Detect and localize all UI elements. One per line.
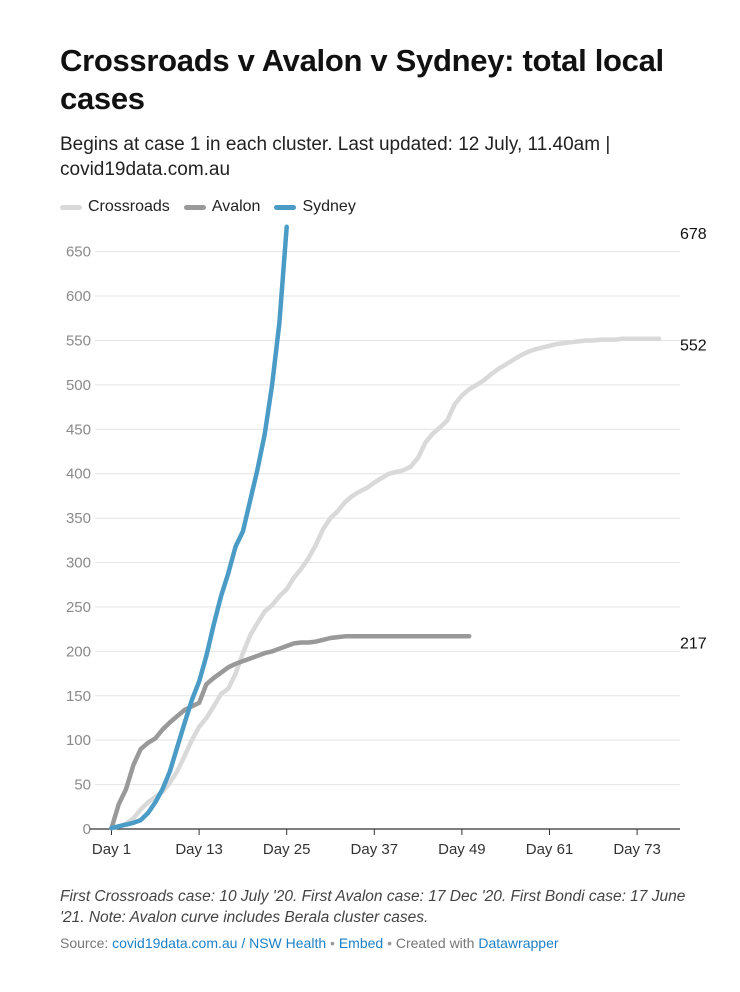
created-with-label: Created with <box>395 935 475 951</box>
source-line: Source: covid19data.com.au / NSW Health … <box>60 935 559 951</box>
y-tick-label: 250 <box>66 599 91 616</box>
chart-notes: First Crossroads case: 10 July '20. Firs… <box>60 888 686 926</box>
chart-subtitle: Begins at case 1 in each cluster. Last u… <box>60 134 611 180</box>
datawrapper-link[interactable]: Datawrapper <box>478 935 559 951</box>
y-tick-label: 50 <box>74 777 91 794</box>
legend-label-crossroads: Crossroads <box>88 198 170 215</box>
y-tick-label: 300 <box>66 555 91 572</box>
legend-item-crossroads: Crossroads <box>60 198 170 216</box>
line-chart: 0 50 100 150 200 250 300 350 400 450 500 550 600 650 D… <box>66 224 707 858</box>
end-value-label: 678 <box>680 226 707 243</box>
x-tick-label: Day 25 <box>263 841 311 858</box>
legend-swatch-sydney <box>274 204 297 210</box>
legend-item-avalon: Avalon <box>183 198 261 216</box>
x-tick-label: Day 13 <box>175 841 223 858</box>
x-tick-label: Day 73 <box>613 841 661 858</box>
legend-swatch-crossroads <box>60 204 82 210</box>
y-tick-label: 150 <box>66 688 91 705</box>
y-tick-label: 0 <box>83 821 91 838</box>
legend: Crossroads Avalon Sydney <box>60 198 370 216</box>
y-tick-label: 200 <box>66 643 91 660</box>
x-tick-label: Day 61 <box>526 841 574 858</box>
end-value-label: 552 <box>680 338 707 355</box>
y-tick-label: 350 <box>66 510 91 527</box>
x-tick-label: Day 49 <box>438 841 486 858</box>
embed-link[interactable]: Embed <box>338 935 384 951</box>
legend-label-avalon: Avalon <box>211 198 261 215</box>
source-link[interactable]: covid19data.com.au / NSW Health <box>112 935 327 951</box>
x-tick-label: Day 1 <box>92 841 131 858</box>
source-label: Source: <box>60 935 109 951</box>
end-value-label: 217 <box>680 635 707 652</box>
y-tick-label: 600 <box>66 288 91 305</box>
series-line-sydney <box>109 224 289 831</box>
y-tick-label: 550 <box>66 332 91 349</box>
legend-swatch-avalon <box>183 204 206 210</box>
x-tick-label: Day 37 <box>351 841 399 858</box>
y-tick-label: 500 <box>66 377 91 394</box>
series-line-avalon <box>109 634 472 831</box>
separator-dot: • <box>387 935 392 951</box>
legend-label-sydney: Sydney <box>302 198 356 215</box>
y-tick-label: 400 <box>66 466 91 483</box>
legend-item-sydney: Sydney <box>274 198 356 216</box>
series-line-crossroads <box>109 336 662 831</box>
y-tick-label: 100 <box>66 732 91 749</box>
chart-title: Crossroads v Avalon v Sydney: total loca… <box>60 43 664 116</box>
y-tick-label: 650 <box>66 244 91 261</box>
y-tick-label: 450 <box>66 421 91 438</box>
separator-dot: • <box>330 935 335 951</box>
